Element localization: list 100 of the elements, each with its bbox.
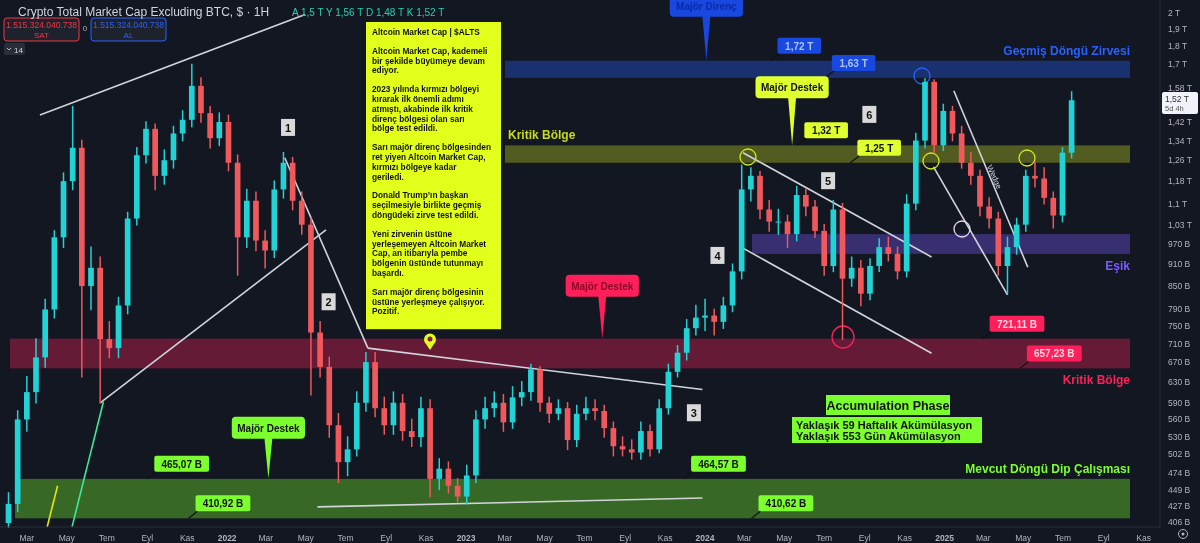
y-tick-label: 670 B [1168, 357, 1191, 368]
annotation: 1,72 T [785, 40, 814, 52]
y-tick-label: 1,26 T [1168, 155, 1192, 166]
chart-title: Crypto Total Market Cap Excluding BTC, $ · 1H [18, 5, 270, 19]
annotation: 0 [82, 24, 88, 33]
annotation: Sarı majör direnç bölgesinin üstüne yerleşmeye çalışıyor. Pozitif. [372, 286, 485, 317]
x-tick-label: May [58, 532, 76, 543]
y-tick-label: 1,8 T [1168, 41, 1188, 52]
y-tick-label: 502 B [1168, 449, 1191, 460]
annotation: 4 [714, 249, 722, 262]
annotation: Yeni zirvenin üstüne yerleşemeyen Altcoin Market Cap, an itibarıyla pembe bölgenin üstünde tutunmayı başardı. [372, 228, 487, 278]
y-tick-label: 590 B [1168, 397, 1191, 408]
annotation: 657,23 B [1034, 348, 1075, 360]
text: 1,52 T [1165, 94, 1189, 104]
x-tick-label: Tem [1055, 532, 1072, 543]
y-tick-label: 850 B [1168, 281, 1191, 292]
annotation: 14 [14, 45, 24, 55]
y-tick-label: 449 B [1168, 485, 1191, 496]
annotation: Majör Destek [571, 280, 634, 292]
annotation: 1,32 T [811, 125, 841, 137]
y-tick-label: 406 B [1168, 517, 1191, 528]
annotation: 5 [825, 175, 832, 188]
y-tick-label: 2 T [1168, 7, 1181, 18]
annotation: Accumulation Phase [826, 399, 950, 413]
x-tick-label: 2022 [217, 532, 237, 543]
x-tick-label: Mar [736, 532, 752, 543]
x-tick-label: Kas [897, 532, 913, 543]
x-tick-label: Tem [98, 532, 115, 543]
y-tick-label: 427 B [1168, 501, 1191, 512]
y-tick-label: 560 B [1168, 414, 1191, 425]
x-tick-label: Kas [1136, 532, 1151, 543]
band-label: Eşik [1105, 258, 1131, 273]
y-tick-label: 1,34 T [1168, 135, 1192, 146]
annotation: Majör Direnç [676, 0, 738, 12]
x-tick-label: Tem [337, 532, 354, 543]
x-tick-label: May [776, 532, 794, 543]
y-tick-label: 1,7 T [1168, 59, 1188, 70]
x-tick-label: May [536, 532, 554, 543]
legend-label: Kritik Bölge [1062, 373, 1131, 388]
x-tick-label: Kas [179, 532, 195, 543]
annotation: 410,92 B [202, 498, 244, 510]
y-tick-label: 790 B [1168, 304, 1191, 315]
y-tick-label: 910 B [1168, 259, 1191, 270]
y-tick-label: 1,03 T [1168, 219, 1192, 230]
y-tick-label: 1,9 T [1168, 23, 1188, 34]
annotation: 3 [690, 407, 697, 420]
x-tick-label: Mar [19, 532, 35, 543]
y-tick-label: 1,42 T [1168, 116, 1192, 127]
annotation: Donald Trump’ın başkan seçilmesiyle birlikte geçmiş döngüdeki zirve test edildi. [372, 190, 482, 220]
x-tick-label: Eyl [380, 532, 393, 543]
y-tick-label: 710 B [1168, 338, 1191, 349]
annotation: Majör Destek [237, 422, 300, 434]
annotation: AL [123, 31, 134, 40]
x-tick-label: May [297, 532, 315, 543]
x-tick-label: Kas [657, 532, 673, 543]
annotation: Yaklaşık 59 Haftalık Akümülasyon [796, 419, 973, 431]
x-tick-label: Tem [816, 532, 833, 543]
annotation: 1.515.324.040.738 [6, 20, 78, 30]
y-tick-label: 474 B [1168, 467, 1191, 478]
annotation: 2023 yılında kırmızı bölgeyi kırarak ilk önemli adımı atmıştı, akabinde ilk kritik direnç bölgesi olan sarı bölge test edildi. [372, 84, 479, 134]
x-tick-label: Kas [418, 532, 434, 543]
annotation: Yaklaşık 553 Gün Akümülasyon [796, 430, 961, 442]
band-label: Geçmiş Döngü Zirvesi [1003, 43, 1130, 58]
y-tick-label: 970 B [1168, 238, 1191, 249]
annotation: 1 [284, 121, 292, 134]
annotation: 1,63 T [839, 57, 868, 69]
annotation: 410,62 B [765, 498, 807, 510]
x-tick-label: Eyl [619, 532, 632, 543]
annotation: 2 [325, 296, 332, 309]
annotation: 465,07 B [161, 458, 202, 470]
y-tick-label: 750 B [1168, 321, 1191, 332]
x-tick-label: 2024 [695, 532, 715, 543]
x-tick-label: Eyl [1097, 532, 1110, 543]
x-tick-label: Eyl [141, 532, 154, 543]
x-tick-label: May [1015, 532, 1032, 543]
y-tick-label: 1,58 T [1168, 82, 1192, 93]
annotation: SAT [34, 31, 50, 40]
annotation: 464,57 B [698, 458, 739, 470]
band-label: Mevcut Döngü Dip Çalışması [965, 461, 1130, 476]
annotation: Altcoin Market Cap | $ALTS [372, 27, 481, 37]
y-tick-label: 1,18 T [1168, 176, 1192, 187]
x-tick-label: Mar [975, 532, 991, 543]
annotation: Altcoin Market Cap, kademeli bir şekilde büyümeye devam ediyor. [372, 45, 488, 76]
x-tick-label: 2023 [456, 532, 476, 543]
y-tick-label: 1,1 T [1168, 198, 1188, 209]
annotation: Wedge [985, 163, 1004, 191]
annotation: 1,25 T [864, 142, 894, 154]
x-tick-label: Tem [576, 532, 593, 543]
annotation: 1.515.324.040.738 [93, 20, 165, 30]
annotation: 721,11 B [996, 318, 1038, 330]
annotation: 6 [866, 108, 873, 121]
y-tick-label: 530 B [1168, 432, 1191, 443]
annotation: Sarı majör direnç bölgesinden ret yiyen Altcoin Market Cap, kırmızı bölgeye kadar geriledi. [372, 142, 491, 182]
annotation: Majör Destek [760, 82, 824, 94]
y-tick-label: 630 B [1168, 376, 1191, 387]
text: A 1,5 T Y 1,56 T D 1,48 T K 1,52 T [292, 7, 445, 18]
x-tick-label: 2025 [935, 532, 955, 543]
x-tick-label: Mar [258, 532, 274, 543]
x-tick-label: Eyl [858, 532, 871, 543]
x-tick-label: Mar [497, 532, 513, 543]
